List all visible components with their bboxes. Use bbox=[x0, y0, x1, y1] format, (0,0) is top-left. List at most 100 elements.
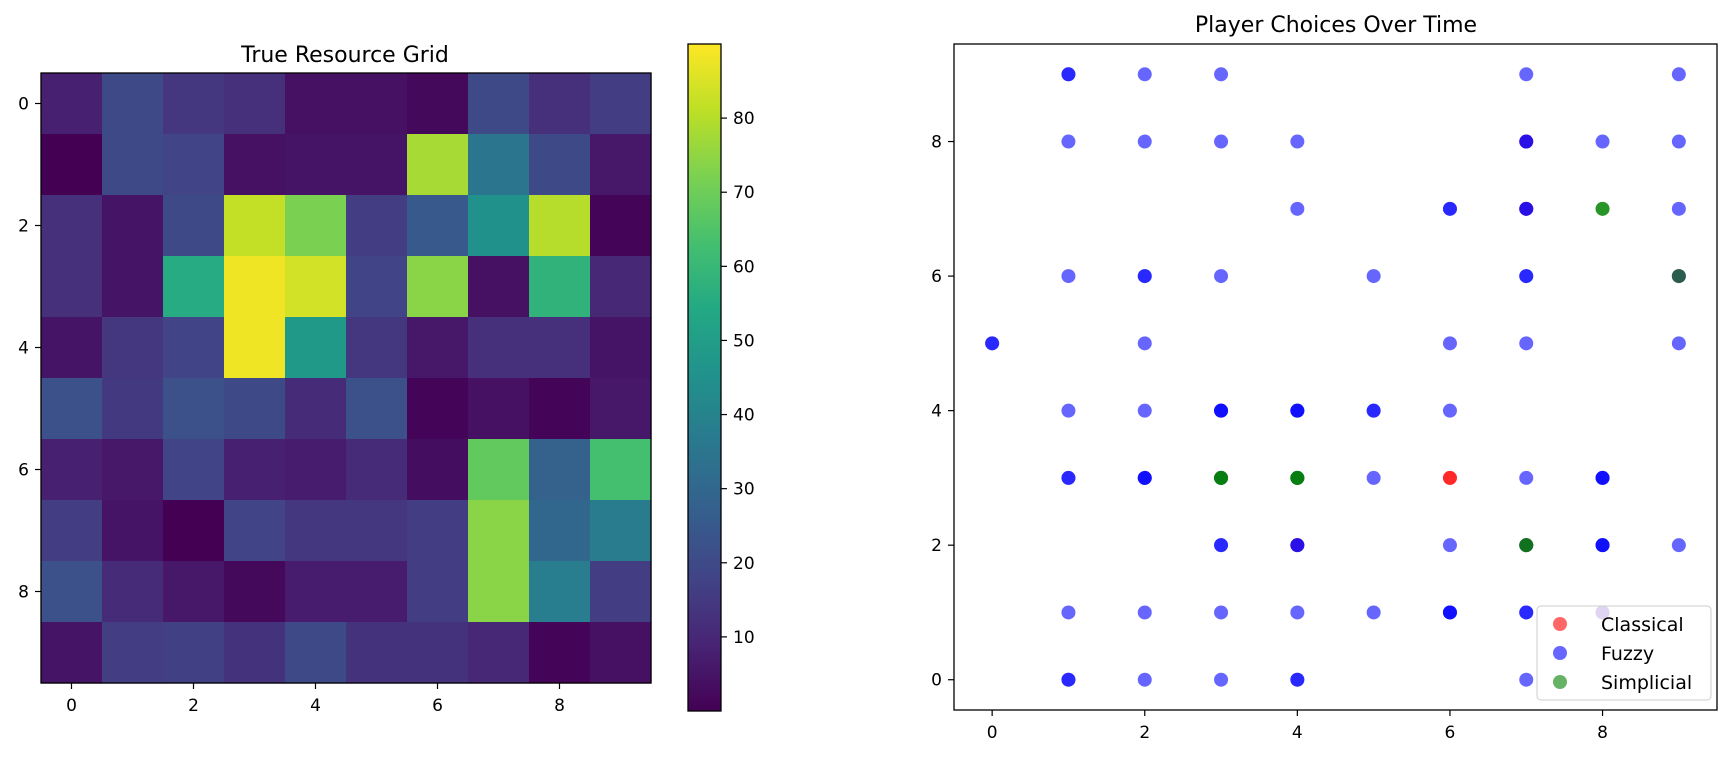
heatmap-cell bbox=[285, 134, 347, 196]
heatmap-x-tick-label: 2 bbox=[188, 696, 199, 716]
heatmap-cell bbox=[41, 439, 103, 501]
scatter-point-fuzzy bbox=[1214, 403, 1229, 418]
heatmap-cell bbox=[285, 378, 347, 440]
scatter-ticks: 0 2 4 6 8 0 2 4 6 8 bbox=[931, 133, 1608, 743]
scatter-point-fuzzy bbox=[1595, 134, 1610, 149]
heatmap-cell bbox=[163, 561, 225, 623]
heatmap-cell bbox=[529, 73, 591, 135]
heatmap-cell bbox=[346, 378, 408, 440]
colorbar-tick-label: 20 bbox=[733, 554, 755, 574]
colorbar-tick-label: 50 bbox=[733, 331, 755, 351]
heatmap-cell bbox=[529, 439, 591, 501]
scatter-point-fuzzy bbox=[1061, 67, 1076, 82]
heatmap-cell bbox=[285, 256, 347, 318]
scatter-point-fuzzy bbox=[1061, 134, 1076, 149]
heatmap-cell bbox=[163, 256, 225, 318]
scatter-point-fuzzy bbox=[1137, 67, 1152, 82]
scatter-point-fuzzy bbox=[1214, 67, 1229, 82]
heatmap-cell bbox=[41, 317, 103, 379]
heatmap-cell bbox=[285, 317, 347, 379]
heatmap-cell bbox=[468, 73, 530, 135]
colorbar-ticks: 10 20 30 40 50 60 70 80 bbox=[721, 109, 755, 648]
heatmap-cell bbox=[41, 195, 103, 257]
heatmap-cell bbox=[590, 500, 652, 562]
heatmap-cell bbox=[529, 378, 591, 440]
heatmap-cell bbox=[102, 439, 164, 501]
scatter-point-fuzzy bbox=[1137, 403, 1152, 418]
heatmap-cell bbox=[41, 500, 103, 562]
scatter-point-fuzzy bbox=[1442, 403, 1457, 418]
scatter-point-fuzzy bbox=[1214, 538, 1229, 553]
heatmap-cell bbox=[468, 439, 530, 501]
colorbar-tick-label: 40 bbox=[733, 406, 755, 426]
heatmap-cell bbox=[163, 195, 225, 257]
heatmap-cell bbox=[285, 195, 347, 257]
scatter-point-fuzzy bbox=[1366, 470, 1381, 485]
heatmap-cell bbox=[102, 561, 164, 623]
scatter-point-fuzzy bbox=[1519, 201, 1534, 216]
scatter-point-fuzzy bbox=[1137, 470, 1152, 485]
heatmap-cell bbox=[102, 622, 164, 684]
heatmap-cell bbox=[163, 317, 225, 379]
scatter-point-simplicial bbox=[1214, 470, 1229, 485]
colorbar-gradient bbox=[688, 44, 721, 711]
heatmap-y-tick-label: 8 bbox=[18, 583, 29, 603]
heatmap-cell bbox=[590, 134, 652, 196]
heatmap-cell bbox=[224, 500, 286, 562]
heatmap-cell bbox=[285, 73, 347, 135]
scatter-point-classical bbox=[1442, 470, 1457, 485]
scatter-y-tick-label: 8 bbox=[931, 133, 942, 153]
heatmap-cell bbox=[529, 134, 591, 196]
heatmap-cell bbox=[590, 195, 652, 257]
heatmap-cell bbox=[407, 317, 469, 379]
scatter-point-fuzzy bbox=[1061, 605, 1076, 620]
scatter-point-fuzzy bbox=[1442, 201, 1457, 216]
scatter-point-fuzzy bbox=[1442, 336, 1457, 351]
heatmap-cell bbox=[163, 622, 225, 684]
scatter-point-fuzzy bbox=[1519, 269, 1534, 284]
heatmap-cell bbox=[468, 500, 530, 562]
colorbar-frame bbox=[687, 43, 722, 712]
heatmap-cell bbox=[346, 195, 408, 257]
legend-label-simplicial: Simplicial bbox=[1601, 672, 1692, 694]
scatter-y-tick-label: 2 bbox=[931, 536, 942, 556]
scatter-point-fuzzy bbox=[1290, 134, 1305, 149]
heatmap-cell bbox=[346, 622, 408, 684]
heatmap-cell bbox=[468, 256, 530, 318]
heatmap-cell bbox=[346, 256, 408, 318]
heatmap-x-tick-label: 8 bbox=[554, 696, 565, 716]
legend-label-fuzzy: Fuzzy bbox=[1601, 643, 1654, 665]
scatter-point-fuzzy bbox=[1519, 67, 1534, 82]
heatmap-cell bbox=[102, 317, 164, 379]
heatmap-cell bbox=[407, 500, 469, 562]
heatmap-cell bbox=[102, 73, 164, 135]
heatmap-cell bbox=[163, 73, 225, 135]
scatter-point-fuzzy bbox=[1061, 269, 1076, 284]
scatter-point-fuzzy bbox=[1595, 538, 1610, 553]
scatter-point-fuzzy bbox=[1671, 336, 1686, 351]
scatter-point-fuzzy bbox=[1290, 403, 1305, 418]
heatmap-cell bbox=[407, 378, 469, 440]
scatter-point-fuzzy bbox=[1061, 672, 1076, 687]
heatmap-cell bbox=[407, 195, 469, 257]
heatmap-cell bbox=[407, 561, 469, 623]
heatmap-cell bbox=[468, 378, 530, 440]
scatter-point-fuzzy bbox=[1061, 470, 1076, 485]
heatmap-cell bbox=[590, 256, 652, 318]
legend-label-classical: Classical bbox=[1601, 614, 1684, 636]
scatter-points bbox=[985, 67, 1686, 687]
heatmap-cell bbox=[224, 195, 286, 257]
scatter-point-fuzzy bbox=[1137, 605, 1152, 620]
heatmap-y-tick-label: 0 bbox=[18, 95, 29, 115]
heatmap-cell bbox=[163, 378, 225, 440]
heatmap-cell bbox=[285, 561, 347, 623]
scatter-point-fuzzy bbox=[1671, 134, 1686, 149]
scatter-frame bbox=[953, 43, 1718, 711]
legend-marker-classical bbox=[1553, 617, 1567, 631]
heatmap-cell bbox=[346, 439, 408, 501]
scatter-point-simplicial bbox=[1519, 538, 1534, 553]
scatter-y-tick-label: 4 bbox=[931, 402, 942, 422]
scatter-point-simplicial bbox=[1671, 269, 1686, 284]
scatter-point-fuzzy bbox=[985, 336, 1000, 351]
scatter-legend: Classical Fuzzy Simplicial bbox=[1536, 605, 1712, 701]
